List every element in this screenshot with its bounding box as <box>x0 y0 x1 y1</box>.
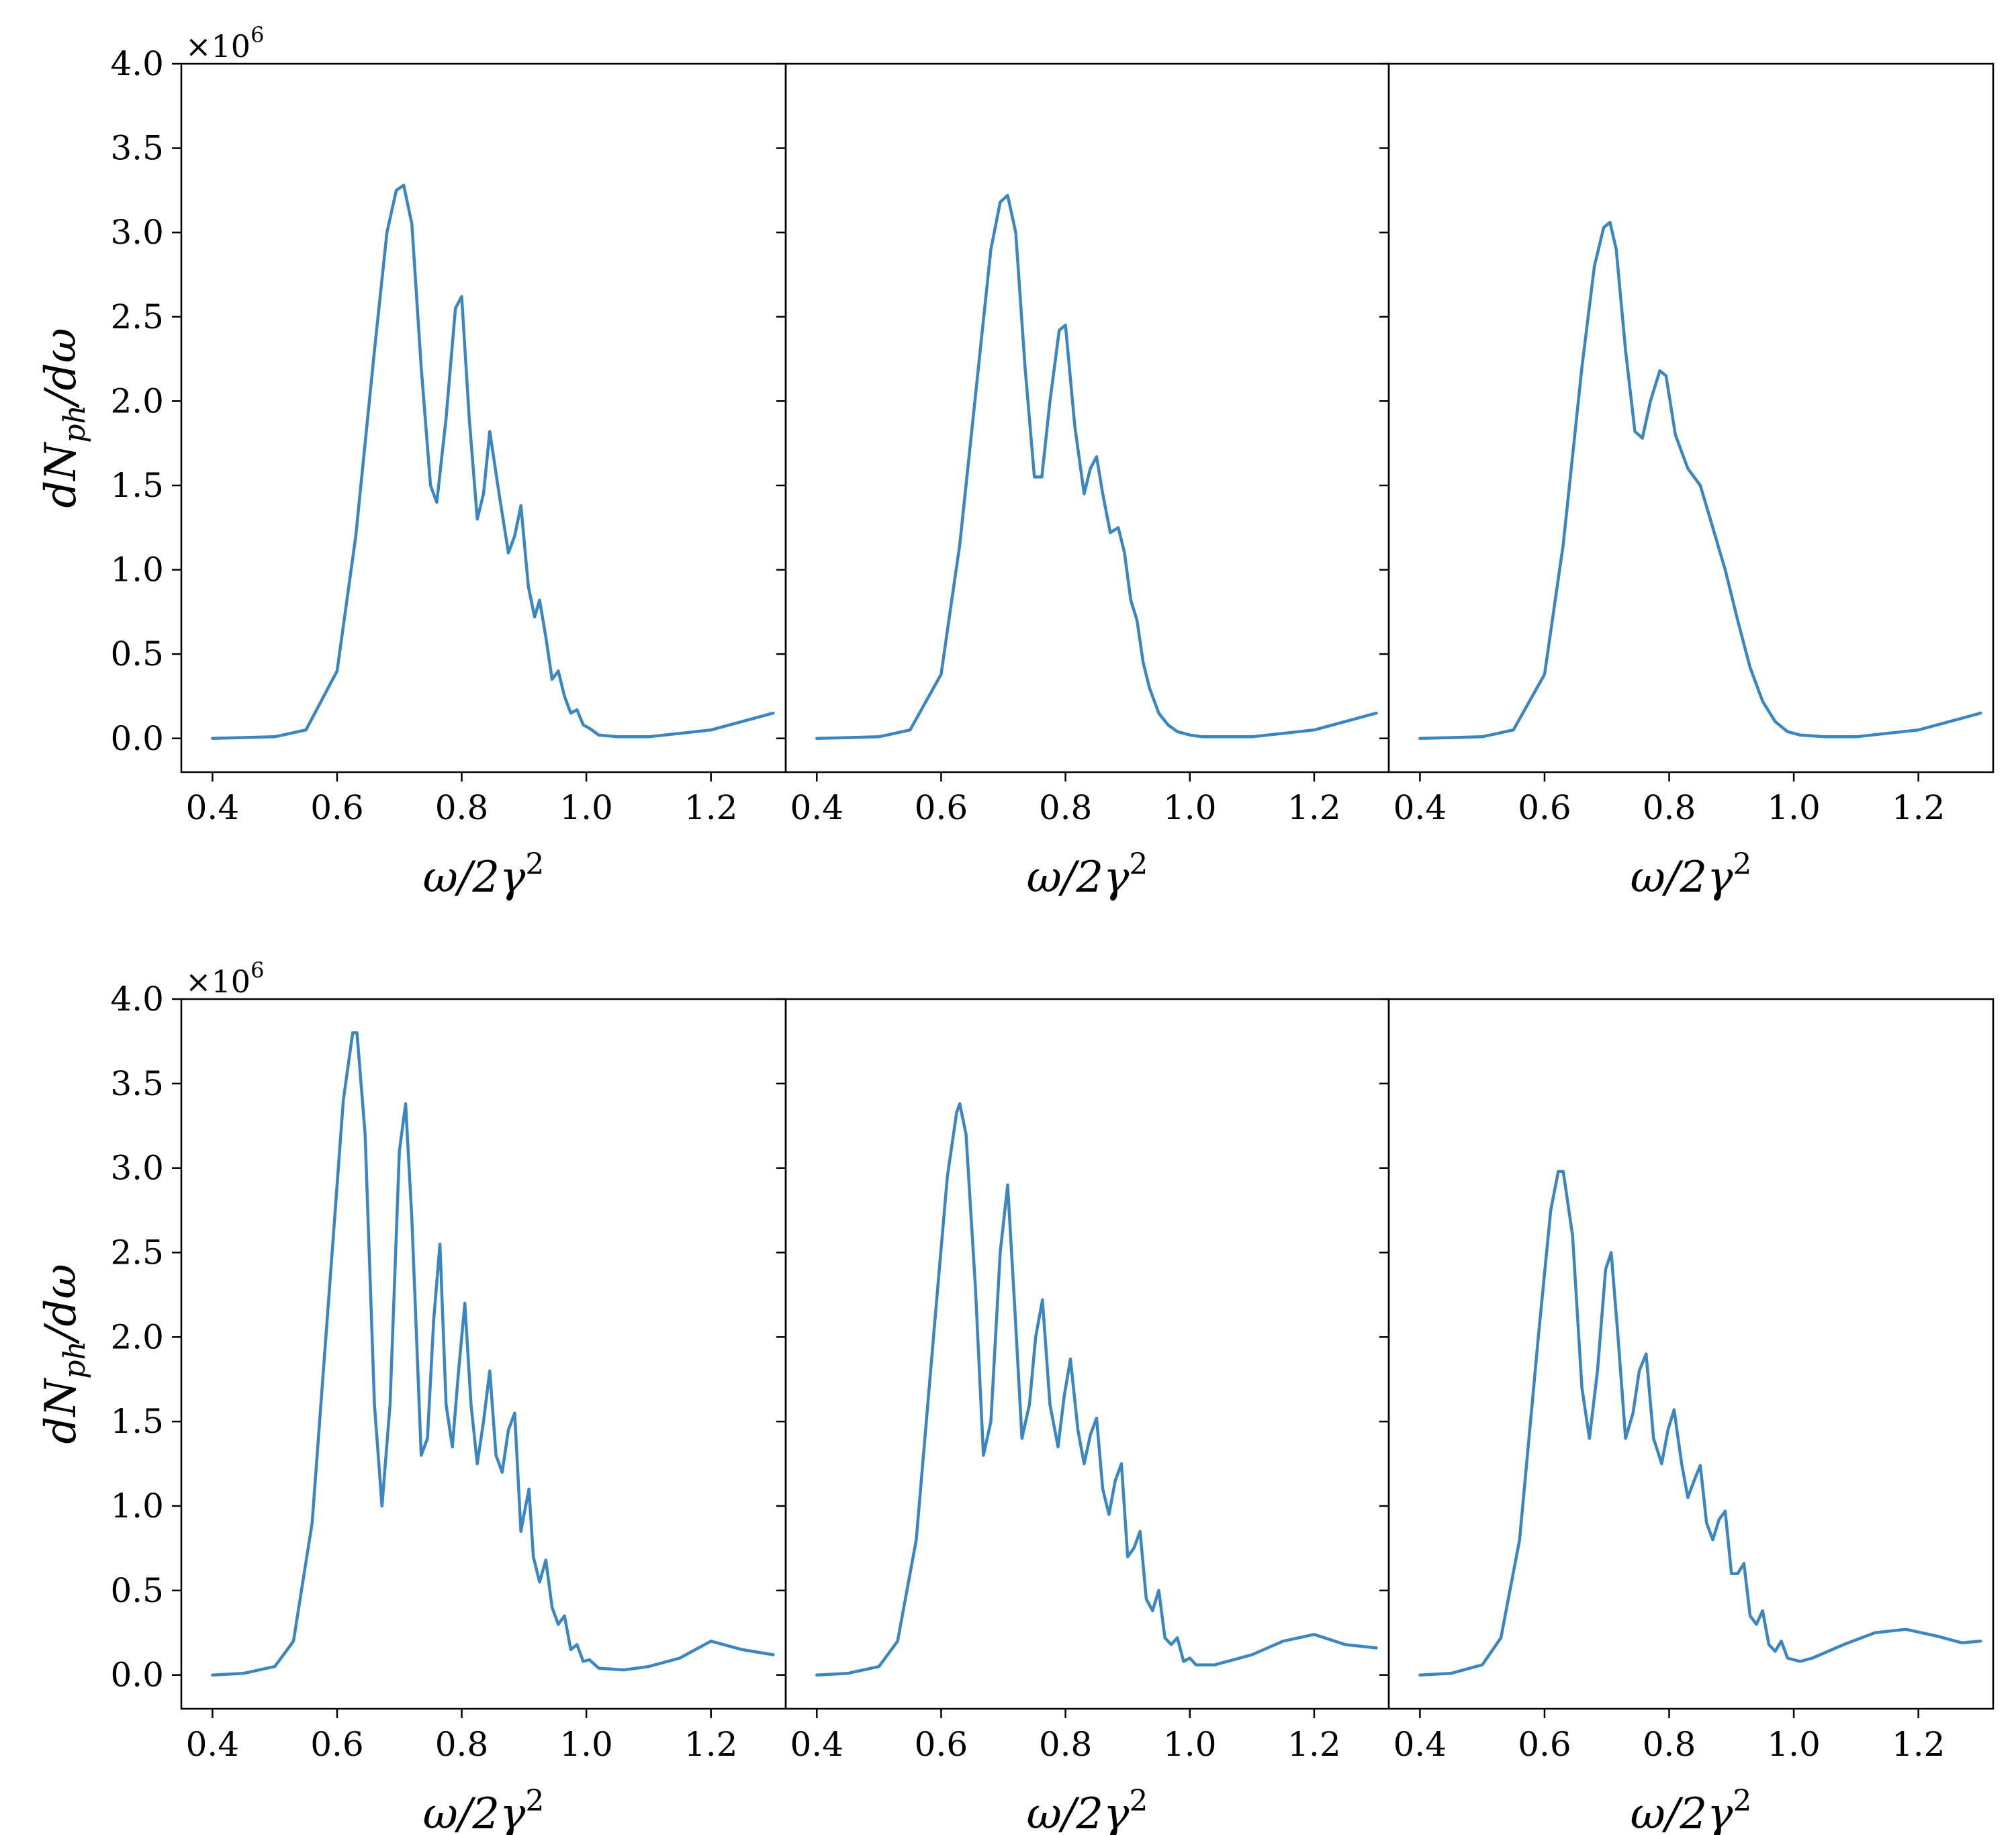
y-tick-label: 3.0 <box>110 213 164 252</box>
series-line <box>815 193 1378 741</box>
x-tick-label: 0.8 <box>1643 788 1696 827</box>
panel-r2-c1: 0.4 0.6 0.8 1.0 1.2 0.0 0.5 1.0 1.5 2.0 2.5 3.0 3.5 4… <box>36 957 787 1835</box>
x-tick-label: 1.0 <box>1767 788 1821 827</box>
x-tick-label: 0.6 <box>310 788 364 827</box>
y-tick-label: 2.0 <box>110 381 164 420</box>
y-tick-label: 4.0 <box>110 980 164 1019</box>
x-tick-label: 1.2 <box>1892 788 1945 827</box>
plot-frame <box>784 62 1390 773</box>
series-line <box>211 1031 775 1677</box>
x-axis-label: ω/2γ2 <box>1631 1784 1752 1835</box>
series-line <box>1418 220 1982 741</box>
x-tick-label: 0.4 <box>790 788 844 827</box>
panel-r1-c3: 0.4 0.6 0.8 1.0 1.2 ω/2γ2 <box>1379 62 1995 902</box>
x-tick-label: 0.8 <box>435 788 489 827</box>
x-tick-label: 0.4 <box>186 788 240 827</box>
y-tick-label: 0.5 <box>110 634 164 673</box>
x-tick-label: 0.6 <box>310 1725 364 1764</box>
x-tick-label: 1.2 <box>1892 1725 1945 1764</box>
x-axis-label: ω/2γ2 <box>1027 1784 1148 1835</box>
y-axis-label: dNph/dω <box>36 328 92 508</box>
x-tick-label: 0.4 <box>1393 1725 1447 1764</box>
y-tick-label: 2.5 <box>110 297 164 336</box>
y-tick-label: 4.0 <box>110 44 164 83</box>
x-tick-label: 0.8 <box>1643 1725 1696 1764</box>
y-tick-label: 2.0 <box>110 1317 164 1356</box>
plot-frame <box>1387 998 1995 1710</box>
x-tick-label: 0.6 <box>915 1725 968 1764</box>
x-tick-label: 1.0 <box>559 1725 613 1764</box>
x-tick-label: 0.6 <box>1518 788 1571 827</box>
x-tick-label: 1.2 <box>684 788 738 827</box>
y-tick-label: 1.0 <box>110 1487 164 1525</box>
series-line <box>1418 1170 1982 1677</box>
offset-text: ×106 <box>185 22 264 64</box>
x-tick-label: 1.2 <box>1287 788 1341 827</box>
panel-r2-c2: 0.4 0.6 0.8 1.0 1.2 ω/2γ2 <box>776 998 1390 1835</box>
x-tick-label: 0.8 <box>1039 1725 1093 1764</box>
y-tick-label: 3.5 <box>110 129 164 168</box>
panels: 0.4 0.6 0.8 1.0 1.2 0.0 0.5 1.0 1.5 2.0 2.5 3.0 3.5 4… <box>36 22 1995 1835</box>
y-tick-label: 0.5 <box>110 1571 164 1610</box>
panel-r2-c3: 0.4 0.6 0.8 1.0 1.2 ω/2γ2 <box>1379 998 1995 1835</box>
x-tick-label: 1.2 <box>684 1725 738 1764</box>
x-tick-label: 0.4 <box>1393 788 1447 827</box>
y-tick-label: 3.0 <box>110 1149 164 1188</box>
x-tick-label: 0.8 <box>435 1725 489 1764</box>
plot-frame <box>784 998 1390 1710</box>
x-tick-label: 0.4 <box>186 1725 240 1764</box>
plot-frame <box>180 998 787 1710</box>
x-tick-label: 0.8 <box>1039 788 1093 827</box>
x-tick-label: 1.0 <box>1767 1725 1821 1764</box>
x-axis-label: ω/2γ2 <box>1027 847 1148 902</box>
x-axis-label: ω/2γ2 <box>1631 847 1752 902</box>
plot-frame <box>1387 62 1995 773</box>
y-axis-label: dNph/dω <box>36 1264 92 1444</box>
x-tick-label: 1.0 <box>559 788 613 827</box>
y-tick-label: 0.0 <box>110 719 164 758</box>
x-axis-label: ω/2γ2 <box>423 847 545 902</box>
x-axis-label: ω/2γ2 <box>423 1784 545 1835</box>
series-line <box>211 183 775 741</box>
panel-r1-c1: 0.4 0.6 0.8 1.0 1.2 0.0 0.5 1.0 1.5 2.0 2.5 3.0 3.5 4… <box>36 22 787 902</box>
x-tick-label: 0.6 <box>915 788 968 827</box>
offset-text: ×106 <box>185 957 264 1000</box>
y-tick-label: 1.5 <box>110 466 164 505</box>
x-tick-label: 1.2 <box>1287 1725 1341 1764</box>
plot-frame <box>180 62 787 773</box>
y-tick-label: 3.5 <box>110 1064 164 1103</box>
y-tick-label: 1.5 <box>110 1402 164 1441</box>
x-tick-label: 1.0 <box>1163 788 1217 827</box>
x-tick-label: 0.4 <box>790 1725 844 1764</box>
y-tick-label: 1.0 <box>110 551 164 590</box>
y-tick-label: 0.0 <box>110 1656 164 1695</box>
x-tick-label: 0.6 <box>1518 1725 1571 1764</box>
series-line <box>815 1102 1378 1677</box>
panel-r1-c2: 0.4 0.6 0.8 1.0 1.2 ω/2γ2 <box>776 62 1390 902</box>
y-tick-label: 2.5 <box>110 1233 164 1272</box>
x-tick-label: 1.0 <box>1163 1725 1217 1764</box>
